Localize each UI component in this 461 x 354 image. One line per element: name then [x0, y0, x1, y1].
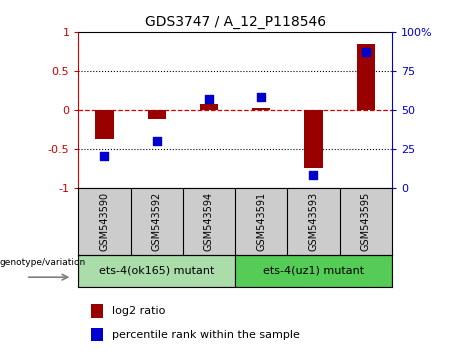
Point — [205, 96, 213, 102]
Text: GSM543592: GSM543592 — [152, 192, 162, 251]
Bar — [78, 255, 235, 287]
Point — [362, 49, 369, 55]
Point — [101, 154, 108, 159]
Text: ets-4(ok165) mutant: ets-4(ok165) mutant — [99, 266, 214, 276]
Bar — [304, 110, 323, 168]
Text: genotype/variation: genotype/variation — [0, 258, 86, 267]
Text: GSM543591: GSM543591 — [256, 192, 266, 251]
Bar — [91, 304, 103, 318]
Text: GSM543595: GSM543595 — [361, 192, 371, 251]
Bar — [91, 328, 103, 341]
Bar — [235, 255, 392, 287]
Bar — [357, 44, 375, 110]
Text: GSM543593: GSM543593 — [308, 192, 319, 251]
Point — [153, 138, 160, 144]
Point — [258, 95, 265, 100]
Text: percentile rank within the sample: percentile rank within the sample — [112, 330, 300, 339]
Bar — [200, 104, 218, 110]
Text: log2 ratio: log2 ratio — [112, 306, 165, 316]
Text: ets-4(uz1) mutant: ets-4(uz1) mutant — [263, 266, 364, 276]
Text: GSM543594: GSM543594 — [204, 192, 214, 251]
Bar — [95, 110, 113, 139]
Bar — [148, 110, 166, 119]
Title: GDS3747 / A_12_P118546: GDS3747 / A_12_P118546 — [145, 16, 325, 29]
Point — [310, 172, 317, 178]
Text: GSM543590: GSM543590 — [100, 192, 110, 251]
Bar — [252, 108, 270, 110]
